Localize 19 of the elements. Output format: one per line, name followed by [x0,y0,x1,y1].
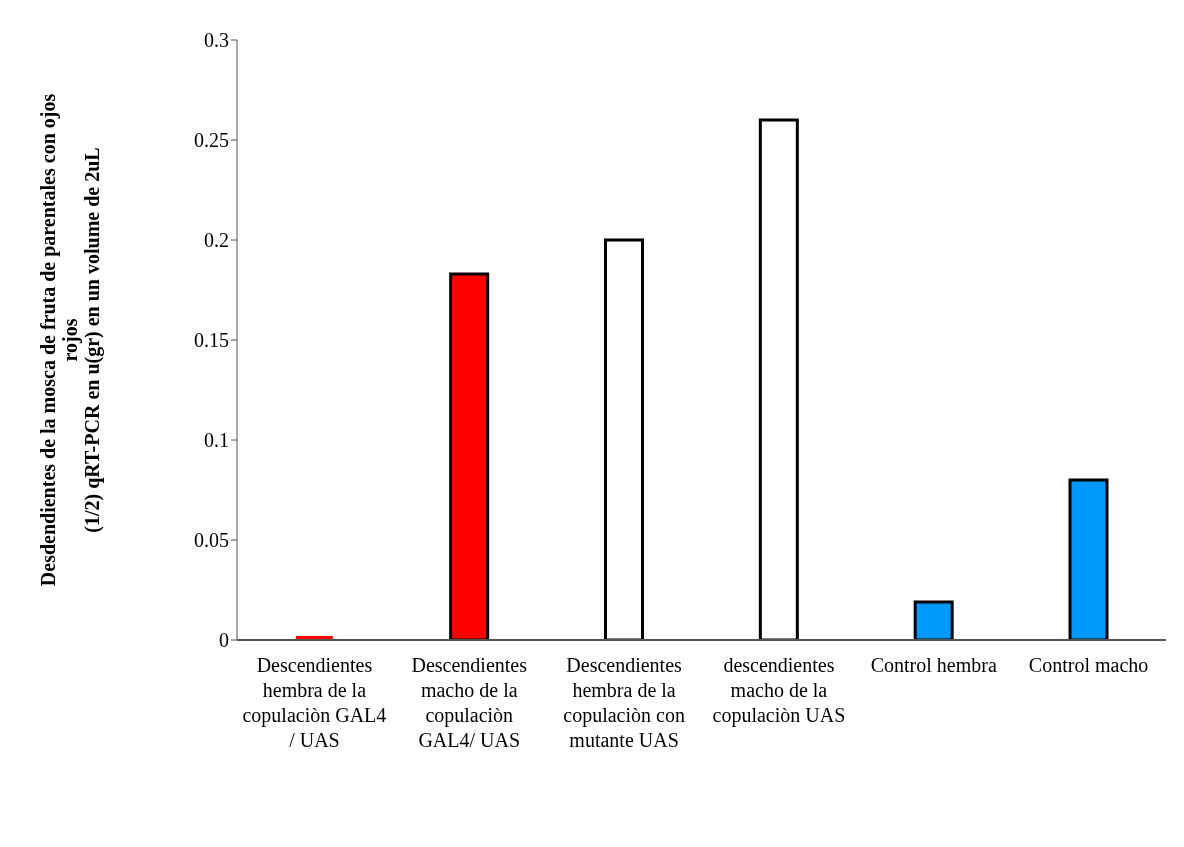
x-tick-label: Descendientes hembra de la copulaciòn con mutante UAS [563,654,685,751]
x-tick-label: descendientes macho de la copulaciòn UAS [712,654,846,727]
bar [449,272,490,640]
x-tick-label: Descendientes hembra de la copulaciòn GAL4 / UAS [242,654,387,751]
y-tick-label: 0.3 [204,29,229,52]
x-tick-label: Control macho [1028,654,1149,676]
x-tick-label: Descendientes macho de la copulaciòn GAL4/ UAS [411,654,528,751]
bar [604,238,644,640]
y-tick-label: 0.05 [194,529,229,552]
y-tick-label: 0.25 [194,129,229,152]
y-tick-label: 0 [219,629,229,652]
y-tick-label: 0.15 [194,329,229,352]
bar [1068,478,1109,640]
bar [913,600,954,640]
y-axis-title: Desdendientes de la mosca de fruta de parentales con ojos rojos (1/2) qRT-PCR en u(gr) en un volume de 2uL [37,93,104,587]
y-tick-label: 0.2 [204,229,229,252]
y-tick-label: 0.1 [204,429,229,452]
bar [758,118,799,640]
x-tick-label: Control hembra [870,654,997,676]
